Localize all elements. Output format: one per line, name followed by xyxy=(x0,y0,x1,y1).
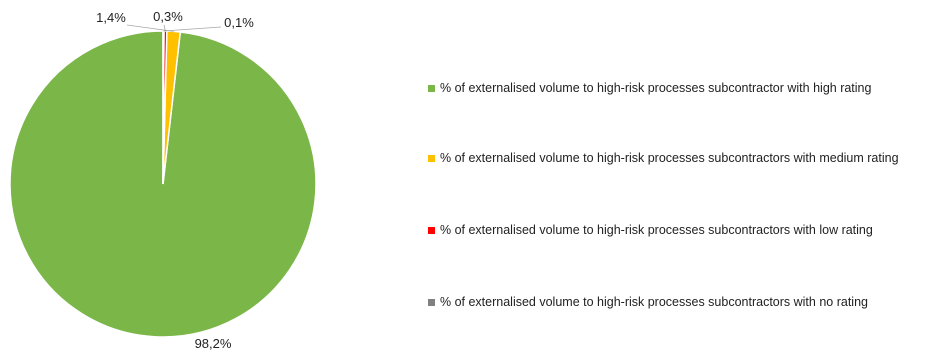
leader-line-low-rating xyxy=(163,24,166,32)
legend-label-low-rating: % of externalised volume to high-risk pr… xyxy=(440,223,873,237)
data-label-low-rating: 0,3% xyxy=(153,9,183,24)
data-labels: 98,2% 1,4% 0,3% 0,1% xyxy=(96,9,254,351)
leader-line-medium-rating xyxy=(126,24,174,32)
legend-item-no-rating: % of externalised volume to high-risk pr… xyxy=(428,295,868,309)
leader-lines xyxy=(126,24,222,32)
leader-line-no-rating xyxy=(163,26,222,32)
legend-item-high-rating: % of externalised volume to high-risk pr… xyxy=(428,81,871,95)
data-label-no-rating: 0,1% xyxy=(224,15,254,30)
pie-slice-no-rating xyxy=(162,30,165,185)
legend-swatch-low-rating xyxy=(428,226,435,234)
legend-label-no-rating: % of externalised volume to high-risk pr… xyxy=(440,295,868,309)
legend: % of externalised volume to high-risk pr… xyxy=(428,0,928,351)
legend-swatch-medium-rating xyxy=(428,154,435,162)
data-label-medium-rating: 1,4% xyxy=(96,10,126,25)
legend-label-medium-rating: % of externalised volume to high-risk pr… xyxy=(440,151,899,165)
data-label-high-rating: 98,2% xyxy=(195,336,232,351)
pie-slices xyxy=(9,30,317,338)
legend-swatch-no-rating xyxy=(428,298,435,306)
legend-swatch-high-rating xyxy=(428,84,435,92)
legend-item-medium-rating: % of externalised volume to high-risk pr… xyxy=(428,151,899,165)
legend-label-high-rating: % of externalised volume to high-risk pr… xyxy=(440,81,872,95)
legend-item-low-rating: % of externalised volume to high-risk pr… xyxy=(428,223,873,237)
